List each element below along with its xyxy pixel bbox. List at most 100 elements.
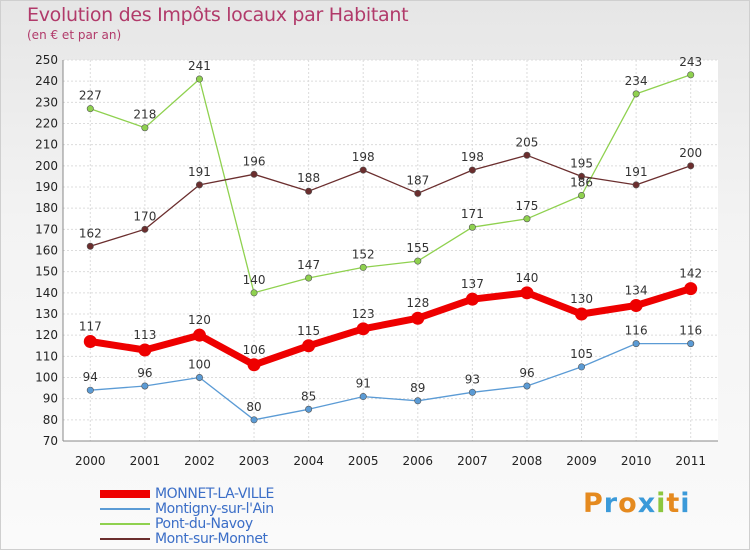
y-tick-label: 230: [35, 95, 58, 109]
y-tick-label: 220: [35, 117, 58, 131]
legend-label: Mont-sur-Monnet: [155, 531, 268, 547]
data-point-mont-sur-monnet: [250, 170, 258, 178]
data-point-monnet-la-ville: [192, 328, 206, 342]
data-label-montigny-sur-l-ain: 94: [83, 370, 98, 384]
data-point-montigny-sur-l-ain: [632, 340, 640, 348]
data-point-pont-du-navoy: [468, 223, 476, 231]
data-point-montigny-sur-l-ain: [141, 382, 149, 390]
data-label-pont-du-navoy: 140: [243, 273, 266, 287]
data-point-montigny-sur-l-ain: [468, 388, 476, 396]
data-label-pont-du-navoy: 227: [79, 89, 102, 103]
data-label-mont-sur-monnet: 170: [133, 209, 156, 223]
y-tick-label: 200: [35, 159, 58, 173]
data-label-monnet-la-ville: 115: [297, 324, 320, 338]
data-label-montigny-sur-l-ain: 105: [570, 347, 593, 361]
data-point-mont-sur-monnet: [195, 181, 203, 189]
data-label-mont-sur-monnet: 198: [352, 150, 375, 164]
y-tick-label: 110: [35, 349, 58, 363]
data-label-pont-du-navoy: 186: [570, 175, 593, 189]
y-tick-label: 150: [35, 265, 58, 279]
legend-label: MONNET-LA-VILLE: [155, 486, 274, 502]
data-point-montigny-sur-l-ain: [86, 386, 94, 394]
grid-lines: [63, 59, 718, 442]
y-tick-label: 130: [35, 307, 58, 321]
chart-subtitle: (en € et par an): [27, 28, 122, 42]
data-label-montigny-sur-l-ain: 96: [519, 366, 534, 380]
data-label-mont-sur-monnet: 187: [406, 173, 429, 187]
chart-title: Evolution des Impôts locaux par Habitant: [27, 4, 409, 26]
data-label-mont-sur-monnet: 200: [679, 146, 702, 160]
data-label-pont-du-navoy: 152: [352, 247, 375, 261]
data-point-montigny-sur-l-ain: [250, 416, 258, 424]
x-tick-label: 2001: [130, 454, 161, 468]
data-label-montigny-sur-l-ain: 93: [465, 372, 480, 386]
data-point-mont-sur-monnet: [305, 187, 313, 195]
data-label-mont-sur-monnet: 191: [625, 165, 648, 179]
logo-letter: r: [603, 488, 619, 519]
data-point-pont-du-navoy: [578, 191, 586, 199]
data-label-pont-du-navoy: 171: [461, 207, 484, 221]
y-tick-label: 120: [35, 328, 58, 342]
data-label-mont-sur-monnet: 188: [297, 171, 320, 185]
data-point-montigny-sur-l-ain: [359, 393, 367, 401]
y-tick-label: 90: [43, 392, 58, 406]
data-label-mont-sur-monnet: 205: [516, 135, 539, 149]
data-point-mont-sur-monnet: [141, 225, 149, 233]
x-tick-label: 2010: [621, 454, 652, 468]
logo-letter: t: [666, 488, 681, 519]
series-line-monnet-la-ville: [86, 285, 695, 369]
data-label-pont-du-navoy: 218: [133, 108, 156, 122]
data-point-monnet-la-ville: [138, 343, 152, 357]
data-point-pont-du-navoy: [632, 90, 640, 98]
data-label-montigny-sur-l-ain: 89: [410, 381, 425, 395]
data-label-montigny-sur-l-ain: 100: [188, 358, 211, 372]
data-point-pont-du-navoy: [141, 124, 149, 132]
logo-letter: i: [680, 488, 691, 519]
legend-swatch: [100, 523, 150, 525]
data-label-pont-du-navoy: 241: [188, 59, 211, 73]
series-line-montigny-sur-l-ain: [89, 342, 692, 421]
data-label-monnet-la-ville: 137: [461, 277, 484, 291]
y-tick-label: 240: [35, 74, 58, 88]
data-point-pont-du-navoy: [359, 263, 367, 271]
data-label-montigny-sur-l-ain: 80: [246, 400, 261, 414]
data-point-montigny-sur-l-ain: [687, 340, 695, 348]
data-point-pont-du-navoy: [86, 105, 94, 113]
data-label-monnet-la-ville: 130: [570, 292, 593, 306]
data-point-pont-du-navoy: [250, 289, 258, 297]
data-label-pont-du-navoy: 175: [516, 199, 539, 213]
y-tick-label: 70: [43, 434, 58, 448]
data-label-montigny-sur-l-ain: 116: [679, 324, 702, 338]
data-point-montigny-sur-l-ain: [195, 373, 203, 381]
y-tick-label: 190: [35, 180, 58, 194]
logo-letter: x: [637, 488, 657, 519]
y-tick-label: 160: [35, 244, 58, 258]
data-point-pont-du-navoy: [687, 71, 695, 79]
x-tick-label: 2006: [403, 454, 434, 468]
x-tick-label: 2008: [512, 454, 543, 468]
data-point-pont-du-navoy: [195, 75, 203, 83]
logo-letter: i: [656, 488, 667, 519]
data-point-montigny-sur-l-ain: [578, 363, 586, 371]
data-point-mont-sur-monnet: [578, 172, 586, 180]
data-label-montigny-sur-l-ain: 116: [625, 324, 648, 338]
data-point-monnet-la-ville: [302, 339, 316, 353]
data-label-montigny-sur-l-ain: 91: [356, 377, 371, 391]
data-point-montigny-sur-l-ain: [523, 382, 531, 390]
data-point-monnet-la-ville: [411, 311, 425, 325]
data-label-montigny-sur-l-ain: 85: [301, 389, 316, 403]
data-label-pont-du-navoy: 147: [297, 258, 320, 272]
data-label-mont-sur-monnet: 196: [243, 154, 266, 168]
x-tick-label: 2003: [239, 454, 270, 468]
data-label-mont-sur-monnet: 198: [461, 150, 484, 164]
data-label-mont-sur-monnet: 162: [79, 226, 102, 240]
data-label-monnet-la-ville: 134: [625, 284, 648, 298]
data-point-monnet-la-ville: [247, 358, 261, 372]
data-label-pont-du-navoy: 155: [406, 241, 429, 255]
data-point-pont-du-navoy: [523, 215, 531, 223]
x-tick-label: 2000: [75, 454, 106, 468]
logo-letter: o: [618, 488, 638, 519]
data-label-pont-du-navoy: 243: [679, 55, 702, 69]
x-tick-label: 2009: [566, 454, 597, 468]
